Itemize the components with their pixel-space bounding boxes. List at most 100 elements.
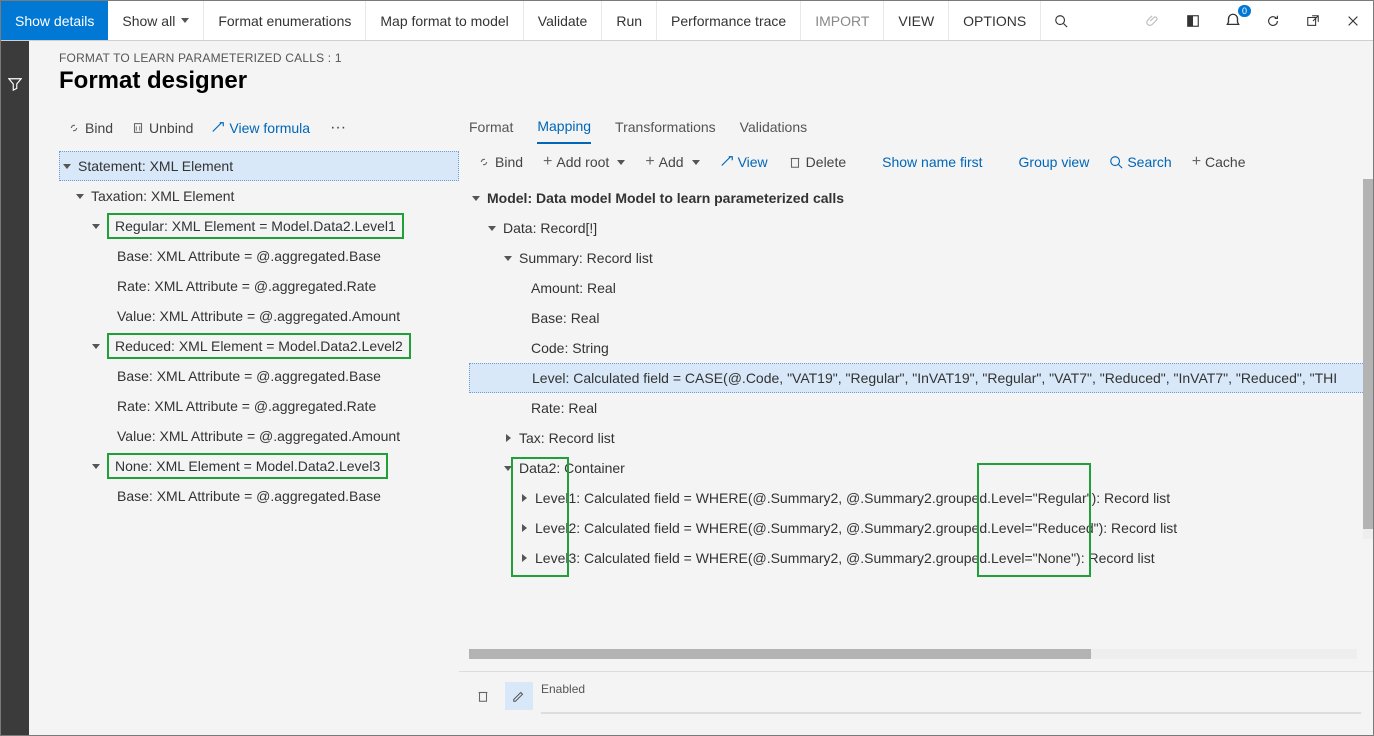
tree-row[interactable]: Value: XML Attribute = @.aggregated.Amou… — [57, 421, 459, 451]
import-button[interactable]: IMPORT — [801, 1, 884, 40]
left-rail — [1, 41, 29, 735]
office-icon[interactable] — [1173, 1, 1213, 40]
delete-prop-button[interactable] — [469, 682, 497, 710]
cache-button[interactable]: +Cache — [1184, 149, 1254, 175]
tree-row[interactable]: Code: String — [469, 333, 1371, 363]
caret-icon[interactable] — [89, 219, 103, 233]
add-root-button[interactable]: +Add root — [535, 149, 633, 175]
tree-label: Value: XML Attribute = @.aggregated.Amou… — [117, 428, 400, 444]
edit-prop-button[interactable] — [505, 682, 533, 710]
caret-icon[interactable] — [517, 521, 531, 535]
tree-row[interactable]: Reduced: XML Element = Model.Data2.Level… — [57, 331, 459, 361]
tree-label: Rate: XML Attribute = @.aggregated.Rate — [117, 398, 376, 414]
bind-label: Bind — [85, 120, 113, 136]
tree-row[interactable]: Regular: XML Element = Model.Data2.Level… — [57, 211, 459, 241]
tab-validations[interactable]: Validations — [740, 111, 807, 143]
caret-icon[interactable] — [517, 551, 531, 565]
tree-row[interactable]: Level1: Calculated field = WHERE(@.Summa… — [469, 483, 1371, 513]
close-icon[interactable] — [1333, 1, 1373, 40]
bind-button[interactable]: Bind — [59, 116, 121, 140]
horizontal-scrollbar[interactable] — [469, 649, 1357, 659]
tree-row[interactable]: Rate: XML Attribute = @.aggregated.Rate — [57, 391, 459, 421]
view-button[interactable]: View — [712, 150, 776, 174]
mapping-tree: Model: Data model Model to learn paramet… — [459, 179, 1373, 649]
vertical-scrollbar[interactable] — [1363, 179, 1373, 539]
caret-icon[interactable] — [501, 251, 515, 265]
tree-row[interactable]: Rate: XML Attribute = @.aggregated.Rate — [57, 271, 459, 301]
lbl: Search — [1127, 154, 1171, 170]
add-button[interactable]: +Add — [637, 149, 707, 175]
tree-row[interactable]: Data2: Container — [469, 453, 1371, 483]
tree-label: Level2: Calculated field = WHERE(@.Summa… — [535, 520, 1177, 536]
caret-icon[interactable] — [60, 159, 74, 173]
caret-icon[interactable] — [89, 339, 103, 353]
left-pane: Bind Unbind View formula ··· Statement: … — [29, 109, 459, 735]
tree-row[interactable]: Base: XML Attribute = @.aggregated.Base — [57, 481, 459, 511]
tab-transformations[interactable]: Transformations — [615, 111, 716, 143]
filter-icon[interactable] — [8, 77, 22, 96]
caret-icon[interactable] — [89, 459, 103, 473]
caret-icon[interactable] — [501, 431, 515, 445]
tree-row[interactable]: Level: Calculated field = CASE(@.Code, "… — [469, 363, 1371, 393]
search-button[interactable]: Search — [1101, 150, 1179, 174]
tree-row[interactable]: Level3: Calculated field = WHERE(@.Summa… — [469, 543, 1371, 573]
tree-label: Base: Real — [531, 310, 599, 326]
unbind-label: Unbind — [149, 120, 193, 136]
view-formula-label: View formula — [229, 120, 310, 136]
caret-icon[interactable] — [73, 189, 87, 203]
tree-row[interactable]: Value: XML Attribute = @.aggregated.Amou… — [57, 301, 459, 331]
caret-icon[interactable] — [469, 191, 483, 205]
view-button[interactable]: VIEW — [884, 1, 949, 40]
tree-label: Taxation: XML Element — [91, 188, 234, 204]
lbl: View — [738, 154, 768, 170]
delete-button[interactable]: Delete — [780, 150, 854, 174]
show-details-button[interactable]: Show details — [1, 1, 108, 40]
notifications-icon[interactable]: 0 — [1213, 1, 1253, 40]
enabled-field[interactable] — [541, 712, 1361, 714]
view-formula-button[interactable]: View formula — [203, 116, 318, 140]
tree-row[interactable]: Summary: Record list — [469, 243, 1371, 273]
group-view-button[interactable]: Group view — [1011, 150, 1098, 174]
right-pane: Format Mapping Transformations Validatio… — [459, 109, 1373, 735]
performance-trace-button[interactable]: Performance trace — [657, 1, 801, 40]
format-enumerations-button[interactable]: Format enumerations — [204, 1, 366, 40]
mapping-toolbar: Bind +Add root +Add View Delete Show nam… — [459, 145, 1373, 179]
tree-row[interactable]: Data: Record[!] — [469, 213, 1371, 243]
tree-label: Data2: Container — [519, 460, 625, 476]
map-format-to-model-button[interactable]: Map format to model — [366, 1, 523, 40]
tree-row[interactable]: Taxation: XML Element — [57, 181, 459, 211]
tree-row[interactable]: Base: XML Attribute = @.aggregated.Base — [57, 361, 459, 391]
run-button[interactable]: Run — [602, 1, 657, 40]
tree-row[interactable]: Rate: Real — [469, 393, 1371, 423]
more-button[interactable]: ··· — [320, 115, 356, 141]
tree-row[interactable]: None: XML Element = Model.Data2.Level3 — [57, 451, 459, 481]
tree-row[interactable]: Amount: Real — [469, 273, 1371, 303]
validate-button[interactable]: Validate — [524, 1, 603, 40]
refresh-icon[interactable] — [1253, 1, 1293, 40]
left-toolbar: Bind Unbind View formula ··· — [29, 109, 459, 147]
unbind-button[interactable]: Unbind — [123, 116, 201, 140]
tree-row[interactable]: Model: Data model Model to learn paramet… — [469, 183, 1371, 213]
caret-icon[interactable] — [517, 491, 531, 505]
tree-label: Level1: Calculated field = WHERE(@.Summa… — [535, 490, 1170, 506]
caret-icon[interactable] — [501, 461, 515, 475]
options-button[interactable]: OPTIONS — [949, 1, 1041, 40]
attach-icon[interactable] — [1133, 1, 1173, 40]
tree-row[interactable]: Level2: Calculated field = WHERE(@.Summa… — [469, 513, 1371, 543]
search-icon[interactable] — [1041, 1, 1081, 40]
tabs: Format Mapping Transformations Validatio… — [459, 109, 1373, 145]
tree-row[interactable]: Tax: Record list — [469, 423, 1371, 453]
show-name-first-button[interactable]: Show name first — [874, 150, 990, 174]
caret-icon[interactable] — [485, 221, 499, 235]
tree-label: None: XML Element = Model.Data2.Level3 — [107, 453, 388, 479]
tab-format[interactable]: Format — [469, 111, 513, 143]
tree-label: Model: Data model Model to learn paramet… — [487, 190, 844, 206]
tree-row[interactable]: Base: XML Attribute = @.aggregated.Base — [57, 241, 459, 271]
popout-icon[interactable] — [1293, 1, 1333, 40]
tab-mapping[interactable]: Mapping — [537, 110, 591, 144]
show-all-button[interactable]: Show all — [108, 1, 204, 40]
tree-label: Code: String — [531, 340, 609, 356]
tree-row[interactable]: Base: Real — [469, 303, 1371, 333]
bind-button[interactable]: Bind — [469, 150, 531, 174]
tree-row[interactable]: Statement: XML Element — [59, 151, 459, 181]
